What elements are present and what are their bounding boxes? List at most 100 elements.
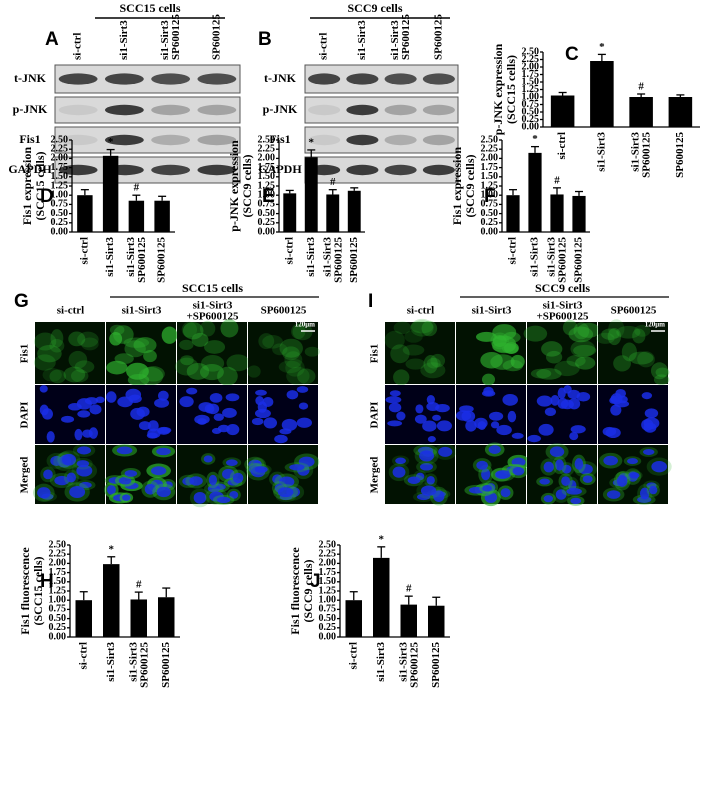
cell-signal: [393, 369, 410, 386]
nucleus: [490, 421, 500, 429]
x-tick-label: SP600125: [430, 642, 442, 688]
nucleus: [563, 385, 572, 394]
nucleus: [642, 448, 655, 456]
cell-signal: [430, 353, 446, 368]
y-tick-label: 0.50: [49, 613, 67, 624]
nucleus: [157, 427, 171, 435]
cell-signal: [279, 338, 303, 358]
lane-label: si-ctrl: [318, 33, 330, 60]
nucleus: [500, 488, 511, 498]
nucleus: [232, 472, 244, 484]
cell-signal: [133, 337, 157, 354]
bar: [304, 157, 318, 232]
blot-band: [58, 164, 98, 176]
y-axis-label: (SCC9 cells): [240, 155, 254, 218]
significance-mark: *: [599, 41, 605, 53]
y-tick-label: 0.25: [522, 114, 540, 125]
blot-band: [58, 73, 98, 85]
cell-signal: [480, 351, 503, 369]
nucleus: [570, 425, 586, 434]
nucleus: [561, 476, 571, 486]
y-tick-label: 1.50: [522, 76, 540, 87]
blot-row-label: t-JNK: [264, 71, 297, 85]
y-axis-label: (SCC15 cells): [31, 557, 45, 626]
panel-letter: F: [484, 186, 496, 207]
cell-signal: [566, 354, 586, 367]
blot-band: [197, 164, 237, 176]
cell-signal: [490, 354, 515, 370]
cell-signal: [523, 325, 548, 342]
column-label: si-ctrl: [407, 305, 434, 317]
x-tick-label: si1-Sirt3: [105, 642, 117, 682]
blot-row-label: GAPDH: [258, 162, 302, 176]
cell-signal: [37, 344, 62, 363]
nucleus: [254, 466, 268, 473]
cell-signal: [426, 357, 441, 369]
cell-signal: [247, 365, 261, 378]
nucleus: [61, 415, 75, 423]
nucleus: [569, 432, 579, 441]
y-tick-label: 2.50: [51, 134, 69, 145]
nucleus: [388, 402, 402, 413]
significance-mark: *: [108, 136, 114, 148]
cell-signal: [50, 329, 64, 348]
nucleus: [144, 483, 157, 495]
nucleus: [544, 407, 556, 417]
cell-signal: [404, 330, 423, 343]
cell-signal: [607, 327, 622, 346]
nucleus: [482, 485, 492, 492]
blot-band: [151, 73, 191, 85]
nucleus: [511, 432, 524, 439]
cell-signal: [74, 360, 95, 374]
blot-band: [58, 104, 98, 116]
panel-letter: I: [368, 291, 373, 312]
column-label: si1-Sirt3 +SP600125: [536, 299, 589, 322]
significance-mark: #: [406, 583, 412, 595]
micrograph: [527, 322, 597, 384]
y-tick-label: 0.00: [481, 226, 499, 237]
nucleus: [496, 424, 512, 436]
cell-signal: [410, 318, 434, 337]
cell-signal: [278, 360, 302, 374]
y-tick-label: 2.25: [481, 143, 499, 154]
row-label: DAPI: [369, 402, 381, 429]
nucleus: [474, 417, 488, 429]
cell-signal: [650, 362, 668, 380]
significance-mark: #: [136, 579, 142, 591]
nucleus: [279, 428, 292, 435]
blot-band: [384, 104, 417, 116]
cell-signal: [536, 368, 562, 380]
y-tick-label: 2.25: [319, 548, 337, 559]
cell-signal: [297, 368, 316, 385]
y-tick-label: 0.25: [49, 622, 67, 633]
nucleus: [426, 401, 440, 412]
cell-signal: [68, 350, 88, 369]
nucleus: [641, 392, 653, 400]
nucleus: [179, 396, 194, 408]
bar: [75, 600, 92, 637]
cell-signal: [577, 322, 601, 338]
lane-label: si1-Sirt3SP600125: [159, 14, 182, 60]
lane-label: si1-Sirt3SP600125: [389, 14, 412, 60]
cell-signal: [49, 369, 67, 384]
cell-signal: [653, 374, 670, 386]
nucleus: [222, 468, 235, 480]
nucleus: [122, 494, 131, 501]
nucleus: [146, 432, 158, 439]
imaging-header: SCC9 cells: [535, 281, 590, 295]
cell-signal: [204, 340, 226, 354]
blot-header: SCC15 cells: [120, 1, 181, 15]
nucleus: [77, 410, 91, 418]
cell-signal: [393, 321, 412, 335]
y-tick-label: 2.00: [51, 153, 69, 164]
y-tick-label: 1.75: [522, 69, 540, 80]
blot-band: [308, 134, 341, 146]
nucleus: [106, 484, 116, 495]
nucleus: [69, 486, 86, 498]
lane-label: si1-Sirt3: [118, 20, 130, 60]
nucleus: [536, 395, 553, 407]
cell-signal: [175, 357, 199, 376]
x-tick-label: si-ctrl: [507, 237, 519, 264]
cell-signal: [554, 360, 580, 377]
y-tick-label: 1.00: [49, 594, 67, 605]
